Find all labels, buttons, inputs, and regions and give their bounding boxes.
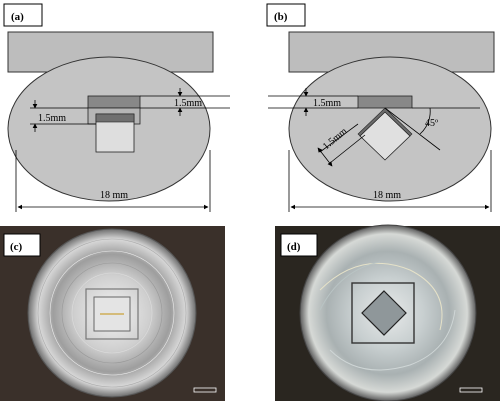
panel-label-box-d (280, 233, 318, 257)
diag-dim-b (317, 147, 333, 167)
panel-label-c: (c) (10, 241, 23, 253)
ring-c-3 (61, 262, 163, 364)
diag-ext-b-1 (319, 123, 359, 153)
square-groove-d (351, 282, 415, 344)
panel-label-a: (a) (11, 11, 24, 23)
swirl-d-3 (319, 261, 381, 311)
scale-bar-d (459, 387, 483, 393)
panel-label-box-b (266, 3, 306, 27)
ring-c-1 (37, 238, 187, 388)
width-label-a: 18 mm (100, 190, 128, 201)
groove-top-a (87, 95, 141, 109)
dim-depth-a: 1.5mm (38, 113, 66, 124)
panel-label-box-a (3, 3, 43, 27)
panel-a: 1.5mm 1.5mm 18 mm (a) (3, 3, 230, 212)
square-groove-c (85, 288, 139, 340)
scale-bar-c (193, 387, 217, 393)
groove-top-b (357, 95, 413, 109)
square-pin-shadow-a (95, 113, 135, 123)
panel-c: (c) (0, 226, 225, 401)
panel-label-box-c (3, 233, 41, 257)
diamond-shadow-b (357, 107, 413, 137)
width-label-b: 18 mm (373, 190, 401, 201)
dim-groove-b: 1.5mm (313, 98, 341, 109)
panel-label-b: (b) (274, 11, 288, 23)
angle-arc-b (419, 107, 431, 135)
swirl-d-2 (329, 309, 456, 371)
angle-label-b: 45º (425, 118, 438, 129)
ring-c-4 (71, 272, 153, 354)
panel-label-d: (d) (287, 241, 301, 253)
angle-line-b (384, 107, 441, 151)
swirl-d-1 (319, 262, 443, 331)
dim-groove-a: 1.5mm (174, 98, 202, 109)
panel-b: 1.5mm 45º 1.5mm 18 mm (b) (266, 3, 495, 212)
ring-c-2 (49, 250, 175, 376)
diag-ext-b-2 (329, 134, 366, 164)
panel-d: (d) (275, 224, 500, 401)
diamond-pin-d (361, 290, 407, 336)
